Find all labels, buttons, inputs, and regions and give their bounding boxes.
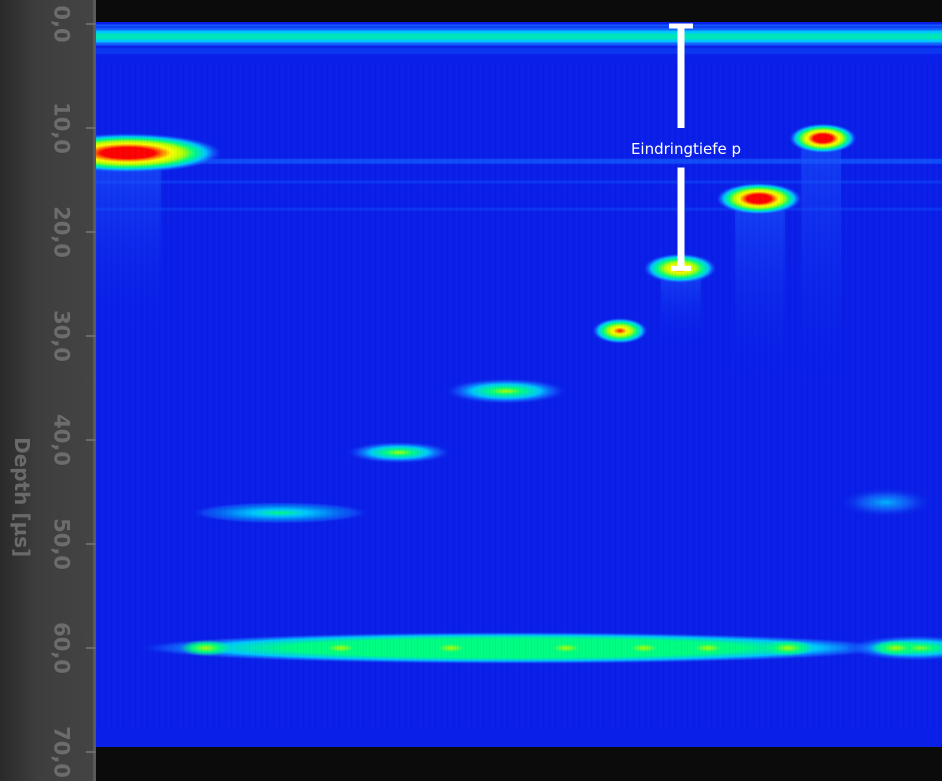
annotation-label: Eindringtiefe p — [631, 140, 741, 158]
depth-axis-ruler — [93, 0, 96, 781]
y-axis-tick-labels: 0,0 10,0 20,0 30,0 40,0 50,0 60,0 70,0 — [50, 5, 74, 778]
y-tick-label-70: 70,0 — [50, 726, 74, 778]
y-axis-ticks — [86, 23, 96, 753]
y-axis-title: Depth [µs] — [10, 437, 34, 557]
depth-axis-panel — [0, 0, 96, 781]
y-tick-label-20: 20,0 — [50, 206, 74, 258]
bottom-border — [96, 747, 942, 781]
y-tick-label-30: 30,0 — [50, 310, 74, 362]
y-tick-label-40: 40,0 — [50, 414, 74, 466]
y-tick-label-10: 10,0 — [50, 102, 74, 154]
penetration-depth-annotation: Eindringtiefe p — [631, 23, 741, 271]
bscan-heatmap — [96, 22, 942, 747]
y-tick-label-60: 60,0 — [50, 622, 74, 674]
top-border — [96, 0, 942, 22]
y-tick-label-0: 0,0 — [50, 5, 74, 42]
y-tick-label-50: 50,0 — [50, 518, 74, 570]
